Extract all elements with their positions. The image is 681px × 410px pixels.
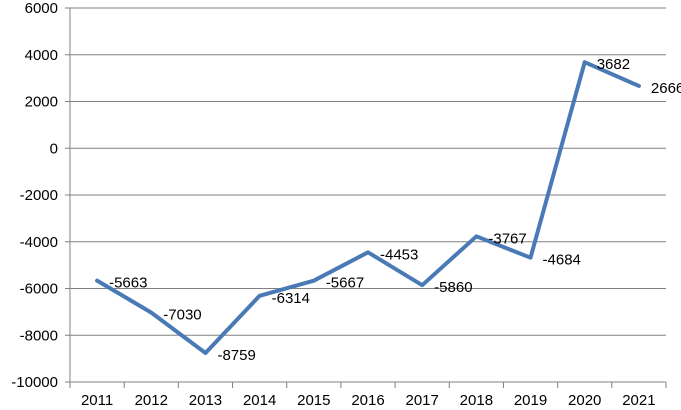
data-label: -6314 xyxy=(272,290,310,307)
y-tick-label: -10000 xyxy=(11,374,58,391)
y-tick-label: -8000 xyxy=(20,327,58,344)
y-tick-label: 4000 xyxy=(25,47,58,64)
x-tick-label: 2020 xyxy=(568,392,601,409)
x-tick-label: 2014 xyxy=(243,392,276,409)
y-tick-label: -6000 xyxy=(20,281,58,298)
y-tick-label: 6000 xyxy=(25,0,58,17)
data-label: -4453 xyxy=(380,246,418,263)
x-tick-label: 2011 xyxy=(81,392,113,409)
x-tick-label: 2013 xyxy=(189,392,222,409)
series xyxy=(95,60,641,355)
data-label: 3682 xyxy=(597,56,630,73)
x-tick-label: 2018 xyxy=(460,392,493,409)
data-labels: -5663 -7030 -8759 -6314 -5667 -4453 -5860 -3767… xyxy=(109,56,681,364)
data-label: -5663 xyxy=(109,275,147,292)
series-line xyxy=(95,60,641,355)
x-tick-label: 2021 xyxy=(622,392,655,409)
data-label: -8759 xyxy=(217,347,255,364)
data-label: -4684 xyxy=(543,252,581,269)
x-tick-label: 2015 xyxy=(297,392,330,409)
axes xyxy=(65,7,667,388)
y-tick-label: 0 xyxy=(50,140,58,157)
gridlines xyxy=(70,7,666,383)
y-tick-label: 2000 xyxy=(25,94,58,111)
x-tick-label: 2019 xyxy=(514,392,547,409)
x-tick-label: 2016 xyxy=(351,392,384,409)
data-label: 2666 xyxy=(651,80,681,97)
x-axis-tick-labels: 2011 2012 2013 2014 2015 2016 2017 2018 2019 2020… xyxy=(81,392,656,409)
y-tick-label: -4000 xyxy=(20,234,58,251)
data-label: -7030 xyxy=(163,307,201,324)
data-label: -3767 xyxy=(488,230,526,247)
y-tick-label: -2000 xyxy=(20,187,58,204)
x-tick-label: 2017 xyxy=(405,392,438,409)
y-axis-tick-labels: 6000 4000 2000 0 -2000 -4000 -6000 -8000 -10000 xyxy=(11,0,58,391)
data-label: -5860 xyxy=(434,279,472,296)
data-label: -5667 xyxy=(326,275,364,292)
x-tick-label: 2012 xyxy=(135,392,168,409)
